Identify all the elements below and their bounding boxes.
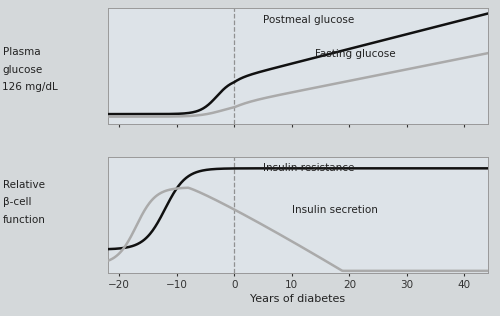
Text: Insulin secretion: Insulin secretion [292, 205, 378, 215]
Text: Fasting glucose: Fasting glucose [315, 49, 396, 59]
Text: Relative: Relative [2, 180, 44, 190]
X-axis label: Years of diabetes: Years of diabetes [250, 294, 345, 304]
Text: Insulin resistance: Insulin resistance [263, 163, 354, 173]
Text: Postmeal glucose: Postmeal glucose [263, 15, 354, 25]
Text: glucose: glucose [2, 64, 43, 75]
Text: Plasma: Plasma [2, 47, 40, 57]
Text: 126 mg/dL: 126 mg/dL [2, 82, 58, 92]
Text: β-cell: β-cell [2, 197, 31, 207]
Text: function: function [2, 215, 46, 225]
